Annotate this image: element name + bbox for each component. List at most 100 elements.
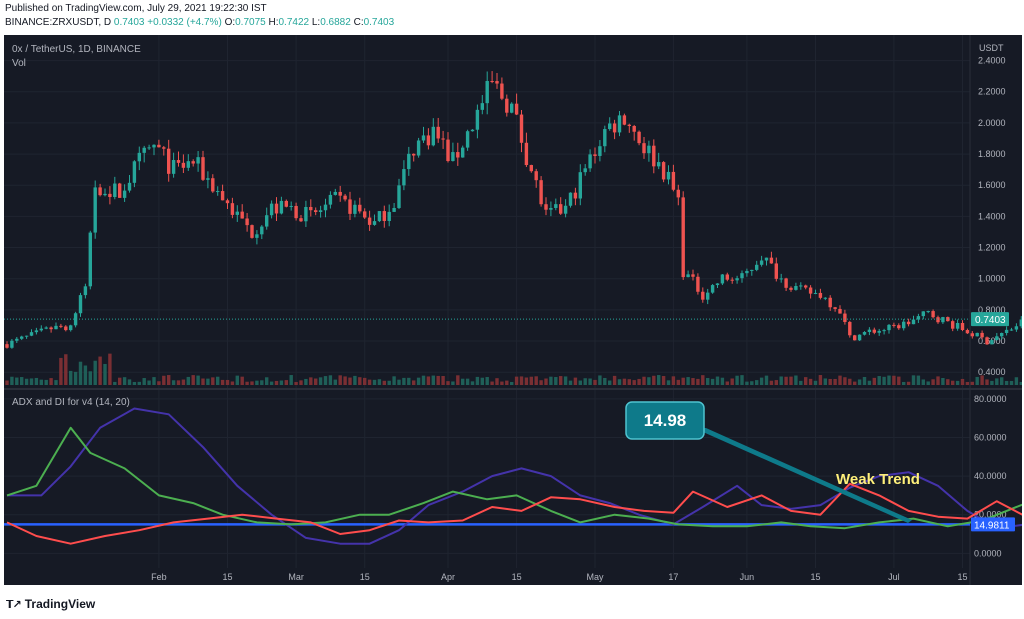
volume-bar	[764, 375, 769, 385]
volume-bar	[15, 377, 19, 385]
candle-body	[519, 114, 524, 143]
volume-bar	[750, 381, 754, 385]
volume-bar	[274, 380, 279, 385]
volume-bar	[725, 381, 729, 385]
candle-body	[661, 162, 666, 180]
volume-bar	[735, 375, 739, 385]
candle-body	[470, 129, 475, 132]
volume-bar	[44, 379, 48, 385]
candle-body	[990, 340, 994, 345]
candle-body	[843, 313, 847, 322]
candle-body	[412, 153, 416, 156]
volume-bar	[338, 375, 342, 385]
candle-body	[902, 321, 906, 329]
volume-bar	[676, 379, 680, 385]
volume-bar	[485, 377, 489, 385]
volume-bar	[818, 375, 823, 385]
candle-body	[318, 210, 323, 213]
candle-body	[970, 333, 974, 337]
volume-bar	[990, 380, 994, 385]
candle-body	[225, 200, 230, 204]
footer-brand[interactable]: 𝗧↗ TradingView	[6, 597, 95, 611]
time-tick-label: 15	[222, 572, 232, 582]
volume-bar	[475, 376, 480, 385]
candle-body	[853, 335, 857, 341]
candles	[5, 71, 1023, 349]
candle-body	[995, 336, 999, 341]
candle-body	[64, 326, 68, 331]
chart-frame[interactable]: 0x / TetherUS, 1D, BINANCE Vol USDT ADX …	[4, 35, 1024, 585]
indicator-tick-label: 0.0000	[974, 548, 1002, 558]
volume-bar	[181, 379, 186, 385]
candle-body	[255, 234, 259, 238]
candle-body	[181, 162, 186, 168]
time-tick-label: 15	[810, 572, 820, 582]
candle-body	[578, 172, 582, 199]
candle-body	[269, 203, 274, 216]
candle-body	[279, 200, 284, 214]
indicator-title: ADX and DI for v4 (14, 20)	[12, 397, 130, 408]
volume-bar	[774, 380, 778, 385]
volume-bar	[93, 360, 97, 385]
open-value: 0.7075	[235, 17, 266, 28]
candle-body	[588, 154, 592, 169]
volume-bar	[642, 376, 646, 385]
volume-bar	[671, 376, 676, 385]
volume-bar	[799, 380, 803, 385]
candle-body	[34, 330, 39, 333]
candle-body	[132, 161, 137, 183]
volume-bar	[608, 380, 612, 385]
volume-bar	[348, 377, 352, 385]
volume-bar	[377, 379, 382, 385]
candle-body	[372, 221, 377, 225]
candle-body	[759, 260, 764, 265]
candle-body	[495, 81, 499, 84]
volume-bar	[603, 377, 607, 385]
adx-badge-text: 14.9811	[974, 520, 1010, 531]
candle-body	[710, 285, 715, 293]
volume-bar	[127, 379, 132, 385]
volume-bar	[970, 381, 974, 385]
candle-body	[779, 278, 783, 280]
candle-body	[103, 193, 107, 196]
candle-body	[583, 168, 587, 173]
volume-bar	[397, 379, 401, 385]
callout-group: 14.98	[625, 401, 912, 523]
chart-svg[interactable]: 0x / TetherUS, 1D, BINANCE Vol USDT ADX …	[4, 35, 1024, 585]
candle-body	[897, 325, 901, 329]
high-label: H:	[268, 17, 279, 28]
time-axis-ticks: Feb15Mar15Apr15May17Jun15Jul15Aug	[151, 572, 967, 582]
candle-body	[206, 178, 210, 180]
candle-body	[461, 147, 465, 158]
candle-body	[750, 269, 754, 271]
candle-body	[186, 161, 190, 168]
volume-bar	[848, 378, 852, 385]
candle-body	[353, 204, 357, 214]
open-label: O:	[224, 17, 236, 28]
volume-bar	[706, 378, 710, 385]
volume-bar	[804, 377, 808, 385]
candle-body	[755, 264, 759, 270]
candle-body	[456, 152, 460, 158]
volume-bar	[309, 377, 313, 385]
candle-body	[83, 286, 88, 296]
volume-bar	[220, 379, 225, 385]
volume-bar	[201, 378, 205, 385]
candle-body	[171, 160, 176, 174]
currency-label: USDT	[979, 43, 1004, 53]
candle-body	[789, 287, 793, 290]
callout-text: 14.98	[644, 411, 687, 430]
price-tick-label: 1.2000	[978, 243, 1006, 253]
candle-body	[230, 203, 235, 215]
candle-body	[563, 205, 568, 214]
low-value: 0.6882	[320, 17, 351, 28]
volume-bar	[436, 375, 440, 385]
volume-bar	[426, 376, 431, 385]
low-label: L:	[311, 17, 321, 28]
volume-bar	[49, 378, 53, 385]
candle-body	[637, 131, 641, 144]
candle-body	[465, 131, 470, 148]
volume-bar	[59, 357, 63, 385]
candle-body	[647, 145, 651, 154]
volume-bar	[5, 380, 9, 385]
